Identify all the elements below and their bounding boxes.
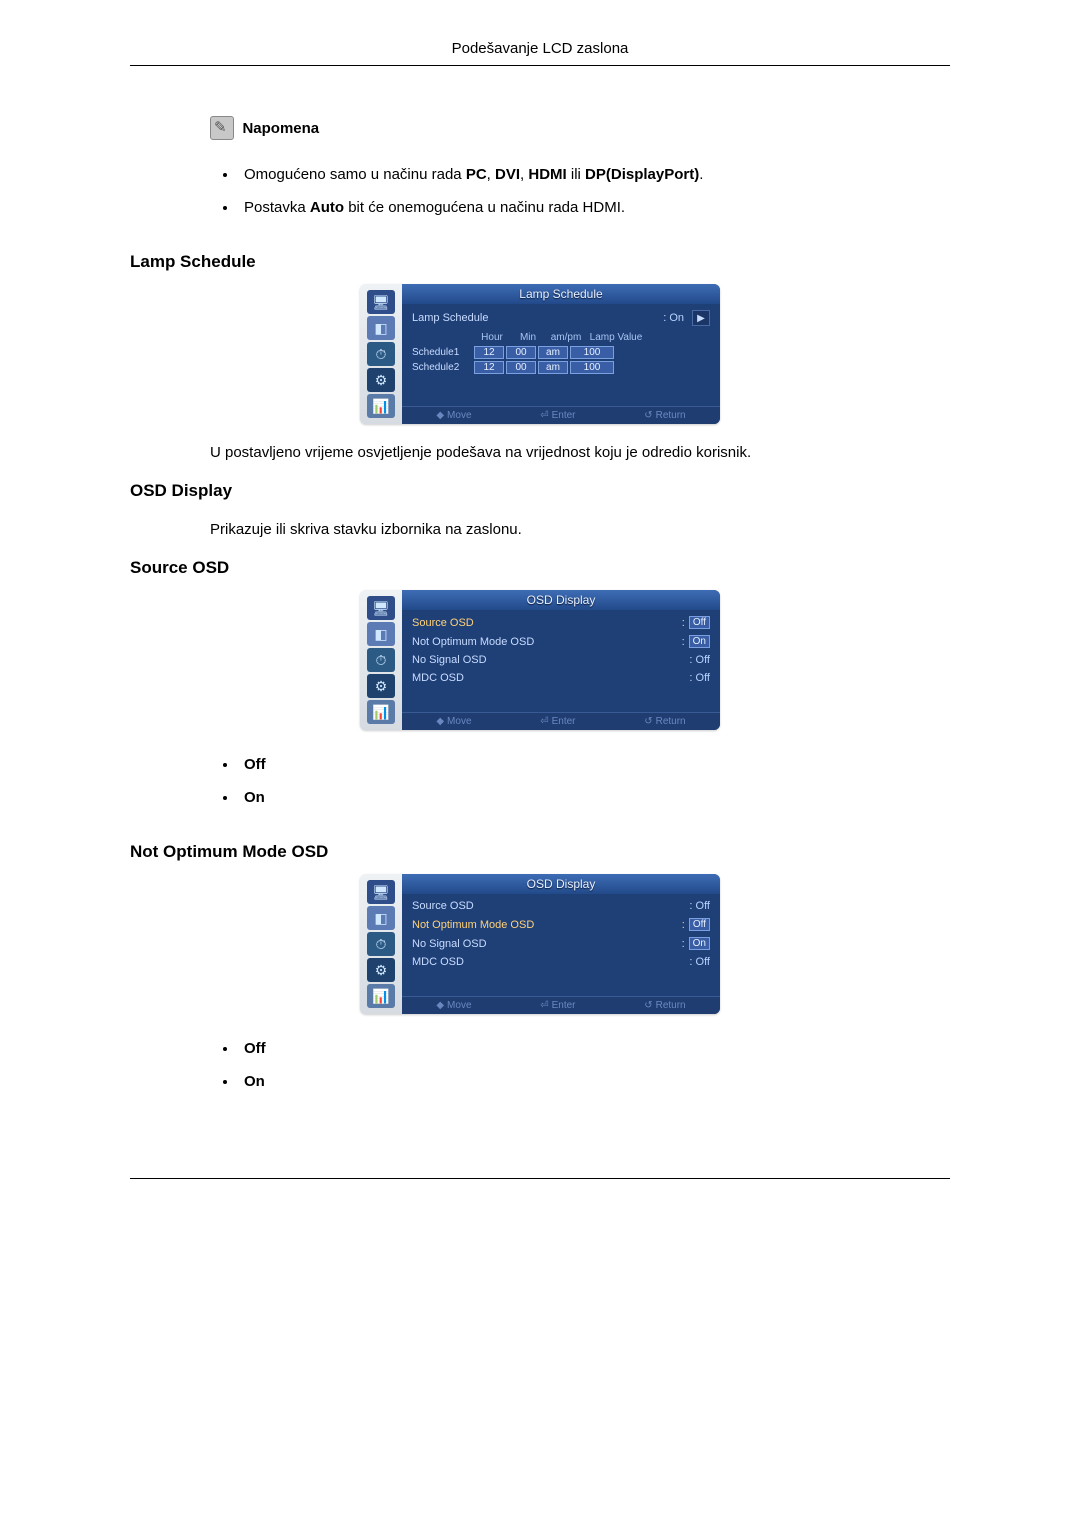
osd-title: OSD Display (402, 590, 720, 610)
footer-divider (130, 1178, 950, 1179)
osd-row[interactable]: No Signal OSD : On (412, 937, 710, 950)
section-heading-source-osd: Source OSD (130, 558, 950, 578)
note-item: Postavka Auto bit će onemogućena u način… (238, 191, 950, 224)
sidebar-icon: ⚙ (367, 958, 395, 982)
option-item: Off (238, 748, 950, 781)
section-heading-not-optimum: Not Optimum Mode OSD (130, 842, 950, 862)
note-icon (210, 116, 234, 140)
page: Podešavanje LCD zaslona Napomena Omoguće… (110, 0, 970, 1287)
osd-row[interactable]: Not Optimum Mode OSD : Off (412, 918, 710, 931)
page-title: Podešavanje LCD zaslona (130, 40, 950, 66)
option-item: On (238, 781, 950, 814)
osd-row[interactable]: No Signal OSD Off (412, 654, 710, 666)
note-block: Napomena Omogućeno samo u načinu rada PC… (210, 116, 950, 224)
osd-not-optimum: 🖥 ◧ ⏱ ⚙ 📊 OSD Display Source OSD Off Not… (360, 874, 720, 1014)
sidebar-icon: ⏱ (367, 648, 395, 672)
osd-source: 🖥 ◧ ⏱ ⚙ 📊 OSD Display Source OSD : Off N… (360, 590, 720, 730)
sidebar-icon: 🖥 (367, 880, 395, 904)
option-list: Off On (210, 748, 950, 814)
hour-field[interactable]: 12 (474, 361, 504, 374)
value-select[interactable]: Off (689, 616, 710, 629)
osd-footer: ◆Move ⏎Enter ↺Return (402, 406, 720, 424)
ampm-field[interactable]: am (538, 346, 568, 359)
sidebar-icon: ◧ (367, 622, 395, 646)
value-select[interactable]: On (689, 937, 710, 950)
osd-row[interactable]: Source OSD : Off (412, 616, 710, 629)
schedule-row: Schedule1 12 00 am 100 (412, 346, 710, 359)
sidebar-icon: ⏱ (367, 932, 395, 956)
sidebar-icon: ◧ (367, 906, 395, 930)
sidebar-icon: 📊 (367, 394, 395, 418)
osd-row[interactable]: Source OSD Off (412, 900, 710, 912)
sidebar-icon: 📊 (367, 984, 395, 1008)
lamp-desc: U postavljeno vrijeme osvjetljenje podeš… (210, 444, 950, 461)
lampvalue-field[interactable]: 100 (570, 346, 614, 359)
section-heading-osd-display: OSD Display (130, 481, 950, 501)
option-item: On (238, 1065, 950, 1098)
osd-footer: ◆Move ⏎Enter ↺Return (402, 712, 720, 730)
osd-sidebar: 🖥 ◧ ⏱ ⚙ 📊 (360, 874, 402, 1014)
sidebar-icon: 🖥 (367, 596, 395, 620)
note-list: Omogućeno samo u načinu rada PC, DVI, HD… (210, 158, 950, 224)
arrow-right-icon[interactable]: ▶ (692, 310, 710, 326)
osd-sidebar: 🖥 ◧ ⏱ ⚙ 📊 (360, 590, 402, 730)
sidebar-icon: 🖥 (367, 290, 395, 314)
min-field[interactable]: 00 (506, 361, 536, 374)
schedule-header: Hour Min am/pm Lamp Value (412, 332, 710, 343)
hour-field[interactable]: 12 (474, 346, 504, 359)
sidebar-icon: ⏱ (367, 342, 395, 366)
note-item: Omogućeno samo u načinu rada PC, DVI, HD… (238, 158, 950, 191)
sidebar-icon: ⚙ (367, 368, 395, 392)
min-field[interactable]: 00 (506, 346, 536, 359)
section-heading-lamp: Lamp Schedule (130, 252, 950, 272)
note-title: Napomena (242, 120, 319, 137)
osd-row[interactable]: MDC OSD Off (412, 956, 710, 968)
schedule-row: Schedule2 12 00 am 100 (412, 361, 710, 374)
value-select[interactable]: On (689, 635, 710, 648)
osd-footer: ◆Move ⏎Enter ↺Return (402, 996, 720, 1014)
value-select[interactable]: Off (689, 918, 710, 931)
osd-title: Lamp Schedule (402, 284, 720, 304)
ampm-field[interactable]: am (538, 361, 568, 374)
osd-title: OSD Display (402, 874, 720, 894)
option-item: Off (238, 1032, 950, 1065)
option-list: Off On (210, 1032, 950, 1098)
osd-sidebar: 🖥 ◧ ⏱ ⚙ 📊 (360, 284, 402, 424)
osd-row[interactable]: Not Optimum Mode OSD : On (412, 635, 710, 648)
lampvalue-field[interactable]: 100 (570, 361, 614, 374)
sidebar-icon: ◧ (367, 316, 395, 340)
osd-row[interactable]: MDC OSD Off (412, 672, 710, 684)
osd-row: Lamp Schedule On ▶ (412, 310, 710, 326)
sidebar-icon: ⚙ (367, 674, 395, 698)
osd-lamp-schedule: 🖥 ◧ ⏱ ⚙ 📊 Lamp Schedule Lamp Schedule On… (360, 284, 720, 424)
sidebar-icon: 📊 (367, 700, 395, 724)
osd-display-desc: Prikazuje ili skriva stavku izbornika na… (210, 521, 950, 538)
